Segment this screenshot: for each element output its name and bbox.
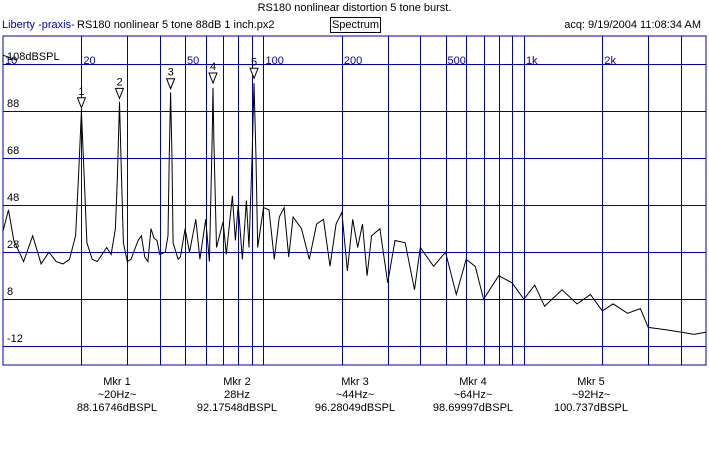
plot-frame (2, 35, 707, 366)
x-tick-label: 1k (526, 55, 538, 67)
spectrum-button[interactable]: Spectrum (330, 17, 381, 33)
marker-level: 98.69997dBSPL (432, 402, 514, 414)
marker-level: 100.737dBSPL (553, 402, 628, 414)
marker-label: Mkr 3 (341, 376, 369, 388)
marker-level: 88.16746dBSPL (76, 402, 158, 414)
y-tick-label: 8 (7, 286, 13, 298)
marker-readout-1: Mkr 1 ~20Hz~ 88.16746dBSPL (62, 376, 172, 415)
y-tick-label: 48 (7, 192, 19, 204)
y-tick-label: 108dBSPL (7, 51, 60, 63)
reference-level-arrow-icon (2, 54, 18, 63)
marker-label: Mkr 2 (223, 376, 251, 388)
marker-number: 5 (251, 56, 257, 68)
marker-number: 2 (116, 76, 122, 88)
y-tick-label: 28 (7, 239, 19, 251)
marker-label: Mkr 4 (459, 376, 487, 388)
x-tick-label: 50 (187, 55, 199, 67)
spectrum-plot: 10 20 50 100 200 500 1k 2k 108dBSPL 88 68 48 28 8 -12 1… (2, 35, 707, 366)
marker-triangle-icon (249, 67, 259, 80)
chart-title: RS180 nonlinear distortion 5 tone burst. (257, 2, 452, 14)
marker-number: 4 (210, 61, 216, 73)
spectrum-trace (2, 82, 707, 335)
marker-level: 96.28049dBSPL (314, 402, 396, 414)
marker-frequency: ~92Hz~ (571, 389, 611, 401)
x-tick-label: 200 (344, 55, 362, 67)
x-tick-label: 2k (604, 55, 616, 67)
marker-readout-5: Mkr 5 ~92Hz~ 100.737dBSPL (536, 376, 646, 415)
marker-triangle-icon (165, 78, 176, 91)
x-tick-label: 500 (448, 55, 466, 67)
y-tick-label: -12 (7, 333, 23, 345)
y-tick-label: 88 (7, 98, 19, 110)
marker-readout-4: Mkr 4 ~64Hz~ 98.69997dBSPL (418, 376, 528, 415)
marker-frequency: ~20Hz~ (97, 389, 137, 401)
acquisition-timestamp: acq: 9/19/2004 11:08:34 AM (564, 19, 701, 31)
app-name: Liberty -praxis- (2, 19, 75, 31)
marker-triangle-icon (76, 97, 87, 110)
file-name: RS180 nonlinear 5 tone 88dB 1 inch.px2 (77, 19, 275, 31)
marker-number: 3 (168, 67, 174, 79)
y-tick-label: 68 (7, 145, 19, 157)
marker-label: Mkr 5 (577, 376, 605, 388)
marker-frequency: 28Hz (224, 389, 250, 401)
marker-readout-2: Mkr 2 28Hz 92.17548dBSPL (182, 376, 292, 415)
x-tick-label: 100 (265, 55, 283, 67)
x-tick-label: 20 (83, 55, 95, 67)
marker-label: Mkr 1 (103, 376, 131, 388)
marker-triangle-icon (114, 87, 125, 100)
marker-level: 92.17548dBSPL (196, 402, 278, 414)
marker-frequency: ~44Hz~ (335, 389, 375, 401)
marker-frequency: ~64Hz~ (453, 389, 493, 401)
marker-readout-3: Mkr 3 ~44Hz~ 96.28049dBSPL (300, 376, 410, 415)
marker-number: 1 (78, 86, 84, 98)
marker-triangle-icon (208, 72, 218, 85)
x-tick-label: 10 (5, 55, 17, 67)
